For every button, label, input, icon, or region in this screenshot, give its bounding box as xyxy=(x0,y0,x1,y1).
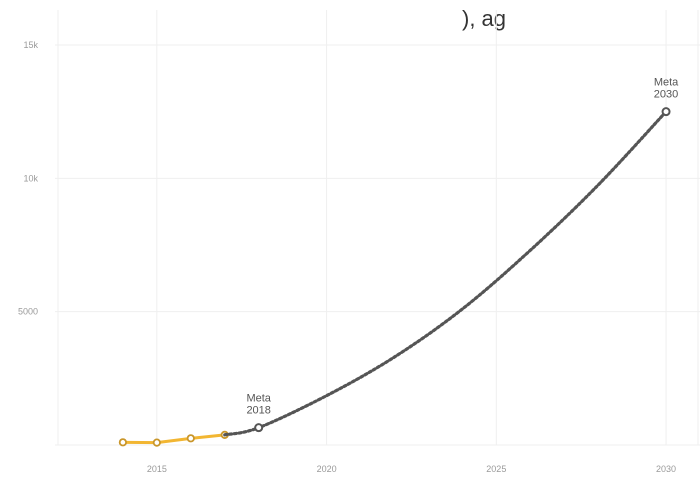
series-point-actual xyxy=(186,434,195,443)
x-tick-label: 2020 xyxy=(317,464,337,474)
annotation-label-line1: Meta xyxy=(654,77,679,89)
series-point-projection xyxy=(661,107,671,117)
series-point-projection xyxy=(254,423,264,433)
grid-layer xyxy=(55,10,700,446)
x-tick-label: 2025 xyxy=(486,464,506,474)
tick-layer: 2015 2020 2025 2030 5000 10k 15k xyxy=(18,40,676,474)
annotation-label-line1: Meta xyxy=(246,393,271,405)
series-layer xyxy=(118,107,671,447)
series-point-actual xyxy=(152,438,161,447)
series-point-actual xyxy=(118,438,127,447)
y-tick-label: 10k xyxy=(23,173,38,183)
y-tick-label: 5000 xyxy=(18,307,38,317)
series-line-actual xyxy=(122,433,225,445)
y-tick-label: 15k xyxy=(23,40,38,50)
series-line-projection xyxy=(223,110,668,437)
x-tick-label: 2030 xyxy=(656,464,676,474)
annotation-label-line2: 2030 xyxy=(654,89,678,101)
annotation-label-line2: 2018 xyxy=(246,405,270,417)
chart-title-fragment: ), ag xyxy=(462,6,506,31)
x-tick-label: 2015 xyxy=(147,464,167,474)
